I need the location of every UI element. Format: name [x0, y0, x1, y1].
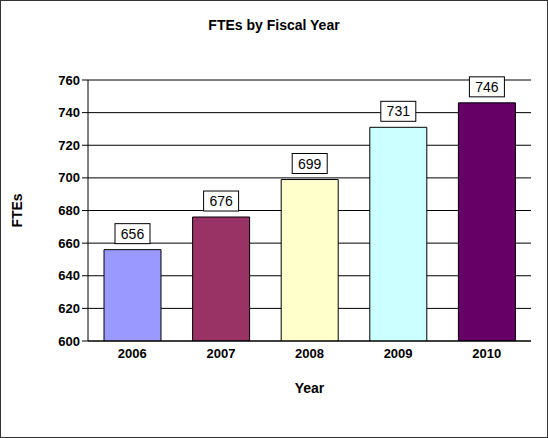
svg-text:2010: 2010	[472, 346, 501, 361]
svg-text:700: 700	[58, 170, 80, 185]
svg-text:731: 731	[387, 103, 411, 119]
svg-text:600: 600	[58, 334, 80, 349]
html-text:FTEs by Fiscal Year: FTEs by Fiscal Year	[208, 17, 340, 33]
svg-text:740: 740	[58, 105, 80, 120]
svg-text:676: 676	[209, 193, 233, 209]
svg-text:2009: 2009	[384, 346, 413, 361]
svg-text:620: 620	[58, 301, 80, 316]
svg-text:699: 699	[298, 156, 322, 172]
svg-text:2007: 2007	[206, 346, 235, 361]
svg-text:720: 720	[58, 138, 80, 153]
svg-text:660: 660	[58, 236, 80, 251]
svg-text:760: 760	[58, 73, 80, 88]
svg-text:FTEs: FTEs	[9, 193, 25, 227]
svg-text:Year: Year	[295, 380, 325, 396]
svg-text:2006: 2006	[118, 346, 147, 361]
svg-text:746: 746	[475, 79, 499, 95]
svg-text:2008: 2008	[295, 346, 324, 361]
svg-text:680: 680	[58, 203, 80, 218]
svg-text:656: 656	[121, 226, 145, 242]
svg-text:640: 640	[58, 268, 80, 283]
